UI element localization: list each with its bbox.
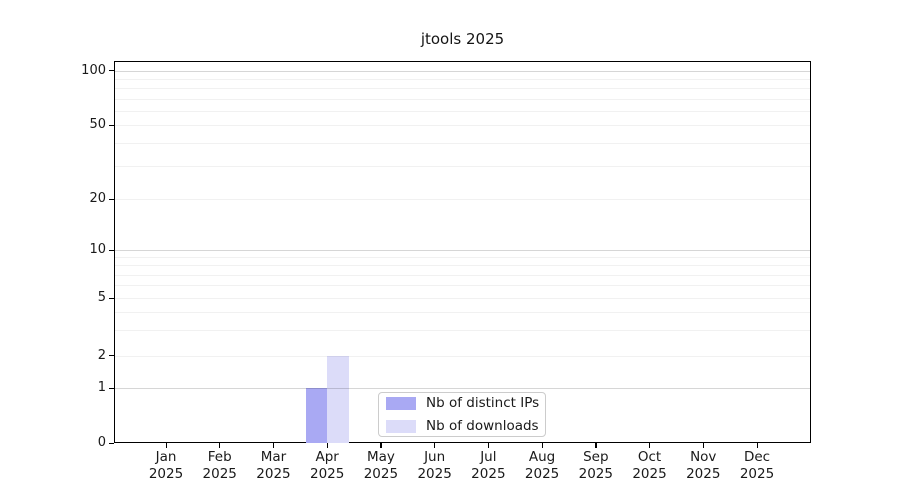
x-tick-year: 2025: [202, 465, 237, 482]
x-tick-mark: [487, 443, 490, 448]
x-tick-mark: [434, 443, 436, 448]
grid-line-minor: [115, 257, 810, 259]
x-tick-month: Jun: [424, 449, 446, 465]
grid-line-minor: [115, 312, 810, 313]
x-tick-month: Oct: [637, 449, 662, 465]
legend-label-distinct-ips: Nb of distinct IPs: [426, 395, 540, 411]
x-tick-year: 2025: [578, 465, 613, 482]
y-tick-label: 100: [81, 62, 106, 78]
x-tick-mark: [756, 443, 758, 448]
x-tick-month: Aug: [528, 449, 556, 465]
bar-distinct-ips: [305, 388, 328, 443]
y-tick-mark: [109, 297, 114, 299]
x-tick-label: May 2025: [349, 449, 413, 482]
x-tick-mark: [702, 443, 704, 448]
x-tick-label: Oct 2025: [618, 449, 682, 482]
grid-line-minor: [115, 143, 810, 145]
x-tick-month: Jan: [155, 449, 177, 465]
grid-line-minor: [115, 285, 810, 287]
x-tick-mark: [219, 443, 221, 448]
y-tick-mark: [109, 249, 114, 251]
legend-label-downloads: Nb of downloads: [426, 418, 539, 434]
grid-line-minor: [115, 298, 810, 299]
x-tick-year: 2025: [309, 465, 345, 482]
y-tick-mark: [109, 387, 114, 389]
grid-line-minor: [115, 88, 810, 90]
x-tick-mark: [649, 443, 651, 448]
grid-line-minor: [115, 199, 810, 200]
x-tick-year: 2025: [686, 465, 721, 482]
y-tick-label: 1: [97, 380, 106, 395]
y-tick-mark: [109, 355, 114, 357]
grid-line-minor: [115, 78, 810, 80]
x-tick-label: Jun 2025: [403, 449, 467, 482]
legend: Nb of distinct IPs Nb of downloads: [378, 392, 546, 437]
x-tick-mark: [595, 443, 597, 448]
legend-entry-downloads: Nb of downloads: [385, 418, 539, 434]
x-tick-mark: [541, 443, 543, 448]
grid-line-minor: [115, 125, 810, 126]
grid-line-minor: [115, 330, 810, 332]
x-tick-label: Jan 2025: [134, 449, 198, 482]
x-tick-year: 2025: [471, 465, 506, 482]
y-tick-mark: [109, 124, 114, 126]
x-tick-mark: [165, 443, 167, 448]
x-tick-label: Nov 2025: [671, 449, 735, 482]
x-tick-mark: [326, 443, 328, 448]
grid-line-minor: [115, 110, 810, 112]
x-tick-month: May: [366, 449, 395, 465]
x-tick-year: 2025: [256, 465, 291, 482]
grid-line-major: [115, 388, 810, 389]
grid-line-minor: [115, 265, 810, 267]
x-tick-label: Apr 2025: [295, 449, 359, 482]
x-tick-year: 2025: [148, 465, 184, 482]
y-tick-label: 10: [89, 242, 106, 257]
grid-line-minor: [115, 274, 810, 276]
grid-line-major: [115, 70, 810, 72]
legend-swatch-downloads: [386, 419, 416, 433]
x-tick-month: Mar: [260, 449, 287, 465]
x-tick-mark: [380, 443, 382, 448]
x-tick-month: Feb: [207, 449, 232, 465]
x-tick-label: Dec 2025: [725, 449, 789, 482]
x-tick-month: Jul: [480, 449, 497, 465]
y-tick-mark: [109, 442, 114, 444]
grid-line-major: [115, 250, 810, 251]
x-tick-label: Aug 2025: [510, 449, 574, 482]
x-tick-year: 2025: [417, 465, 452, 482]
x-tick-year: 2025: [739, 465, 775, 482]
legend-swatch-distinct-ips: [386, 396, 416, 410]
y-tick-label: 20: [89, 191, 106, 206]
grid-line-minor: [115, 166, 810, 168]
x-tick-month: Dec: [743, 449, 771, 465]
legend-entry-distinct-ips: Nb of distinct IPs: [385, 395, 539, 411]
y-tick-label: 2: [97, 347, 106, 363]
x-tick-month: Sep: [583, 449, 609, 465]
bar-downloads: [327, 355, 349, 443]
x-tick-mark: [272, 443, 275, 448]
x-tick-label: Feb 2025: [188, 449, 252, 482]
x-tick-month: Apr: [315, 449, 339, 465]
x-tick-year: 2025: [632, 465, 667, 482]
x-tick-month: Nov: [690, 449, 717, 465]
y-tick-mark: [109, 70, 114, 72]
y-tick-mark: [109, 198, 114, 200]
x-tick-label: Jul 2025: [456, 449, 520, 482]
x-tick-year: 2025: [363, 465, 399, 482]
y-tick-label: 50: [89, 117, 106, 132]
chart-title: jtools 2025: [420, 30, 505, 48]
plot-area: [114, 61, 811, 443]
grid-line-minor: [115, 98, 810, 100]
y-tick-label: 0: [97, 435, 106, 450]
x-tick-label: Mar 2025: [241, 449, 305, 482]
x-tick-label: Sep 2025: [564, 449, 628, 482]
grid-line-minor: [115, 355, 810, 357]
x-tick-year: 2025: [524, 465, 560, 482]
y-tick-label: 5: [97, 290, 106, 305]
